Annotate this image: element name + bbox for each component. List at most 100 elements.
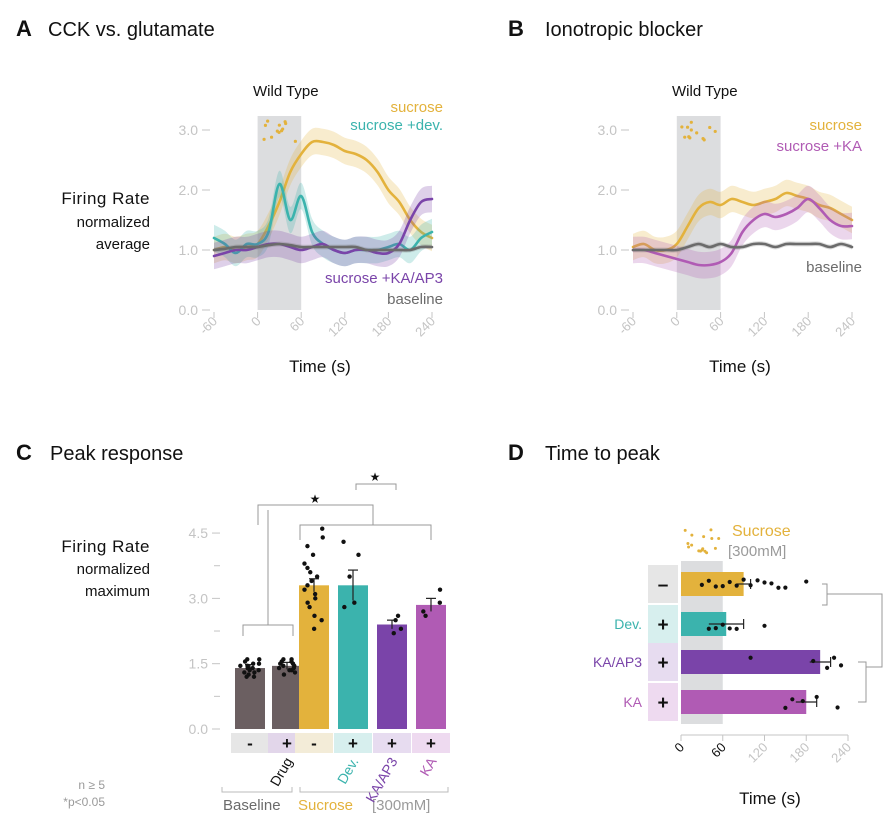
x-tick-label: 120 [745, 314, 771, 340]
data-point [811, 658, 816, 664]
data-point [320, 526, 325, 531]
sig-bracket-small [355, 483, 397, 490]
panel-d-title: Time to peak [545, 443, 661, 465]
panel-c-ylabel-1: Firing Rate [61, 537, 150, 556]
data-point [245, 663, 250, 669]
drug-cell-bg [648, 565, 678, 603]
y-tick-label: 3.0 [598, 122, 618, 138]
data-point [706, 626, 711, 631]
sig-bracket-low [242, 624, 294, 636]
panel-c-group-conc: [300mM] [372, 797, 430, 814]
drug-sign: + [348, 734, 358, 753]
sucrose-dot [262, 137, 266, 141]
panel-d-plot: – + Dev. + KA/AP3 + KA 0 60 120 180 240 [593, 528, 883, 766]
sucrose-dot [717, 537, 721, 541]
drug-cell-bg [648, 683, 678, 721]
sucrose-dot [713, 129, 717, 134]
panel-d-xlabel: Time (s) [739, 789, 801, 808]
bar [681, 690, 807, 714]
sucrose-dot [683, 135, 687, 139]
data-point [256, 661, 262, 666]
data-point [247, 668, 252, 673]
sucrose-dot [266, 119, 270, 123]
data-point [391, 631, 396, 636]
data-point [305, 600, 310, 605]
data-point [309, 578, 314, 584]
drug-sign: - [247, 734, 253, 753]
sucrose-dot [708, 125, 712, 130]
sucrose-dot [689, 128, 693, 132]
sig-bracket-right [299, 524, 432, 540]
data-point [250, 665, 255, 671]
panel-b-label-sucrose: sucrose [809, 117, 862, 134]
x-tick-label: 240 [828, 740, 854, 766]
series-band-kaap3 [214, 185, 432, 270]
panel-c-group-sucrose: Sucrose [298, 797, 353, 814]
data-point [437, 587, 443, 592]
sucrose-dot [277, 123, 281, 127]
data-point [256, 668, 261, 673]
group-bracket-baseline [221, 787, 293, 793]
panel-b-label-ka: sucrose +KA [777, 138, 862, 155]
panel-c-letter: C [16, 440, 32, 465]
sucrose-dot [689, 120, 693, 124]
sucrose-dot [263, 123, 268, 127]
y-tick-label: 3.0 [179, 122, 199, 138]
y-tick-label: 1.0 [598, 242, 618, 258]
x-tick-label: 180 [786, 740, 812, 766]
data-point [341, 539, 346, 544]
data-point [398, 626, 404, 632]
sucrose-dot [686, 542, 690, 546]
data-point [289, 657, 294, 662]
series-line-kaap3 [212, 197, 434, 258]
drug-cell-bg [231, 733, 269, 753]
data-point [838, 663, 844, 668]
panel-a-ylabel-3: average [96, 236, 150, 253]
data-point [246, 672, 251, 677]
panel-a-label-kaap3: sucrose +KA/AP3 [325, 270, 443, 287]
data-point [776, 585, 781, 590]
drug-sign: - [311, 734, 317, 753]
y-tick-label: 0.0 [598, 302, 618, 318]
data-point [800, 698, 805, 704]
sucrose-dot [685, 125, 690, 129]
drug-cell-bg [334, 733, 372, 753]
x-tick-label: 0 [248, 314, 264, 330]
series-line-ka [631, 197, 854, 267]
drug-cell-bg [648, 605, 678, 643]
panel-c-ylabel-2: normalized [77, 561, 150, 578]
data-point [713, 584, 718, 589]
series-line-baseline [212, 242, 434, 252]
data-point [699, 582, 704, 587]
group-bracket-sucrose [299, 787, 449, 793]
data-point [755, 578, 760, 583]
data-point [437, 600, 443, 605]
sucrose-dot [701, 136, 705, 141]
series-band-sucrose [633, 179, 852, 264]
data-point [245, 657, 250, 662]
drug-sign: + [282, 734, 292, 753]
stimulus-window [676, 116, 721, 310]
panel-b-label-baseline: baseline [806, 259, 862, 276]
panel-b-plot: 0.0 1.0 2.0 3.0 -60 0 60 120 180 240 [598, 116, 858, 340]
bar [299, 585, 329, 729]
sucrose-dot [710, 536, 714, 540]
data-point [250, 661, 256, 666]
sucrose-dot [269, 135, 274, 139]
x-tick-label: 60 [286, 314, 307, 335]
x-tick-label: 120 [325, 314, 351, 340]
data-point [783, 705, 788, 711]
data-point [308, 570, 313, 575]
category-label: Dev. [334, 755, 362, 787]
drug-sign: + [657, 693, 668, 714]
panel-c-star-1: ★ [310, 492, 321, 506]
category-label: Drug [267, 755, 296, 789]
data-point [790, 697, 795, 702]
data-point [305, 583, 310, 588]
bar [416, 604, 446, 729]
x-tick-label: 0 [667, 314, 683, 330]
category-label: KA/AP3 [593, 654, 642, 670]
sig-bracket-right [827, 593, 883, 668]
data-point [276, 665, 282, 671]
x-tick-label: 120 [745, 740, 771, 766]
